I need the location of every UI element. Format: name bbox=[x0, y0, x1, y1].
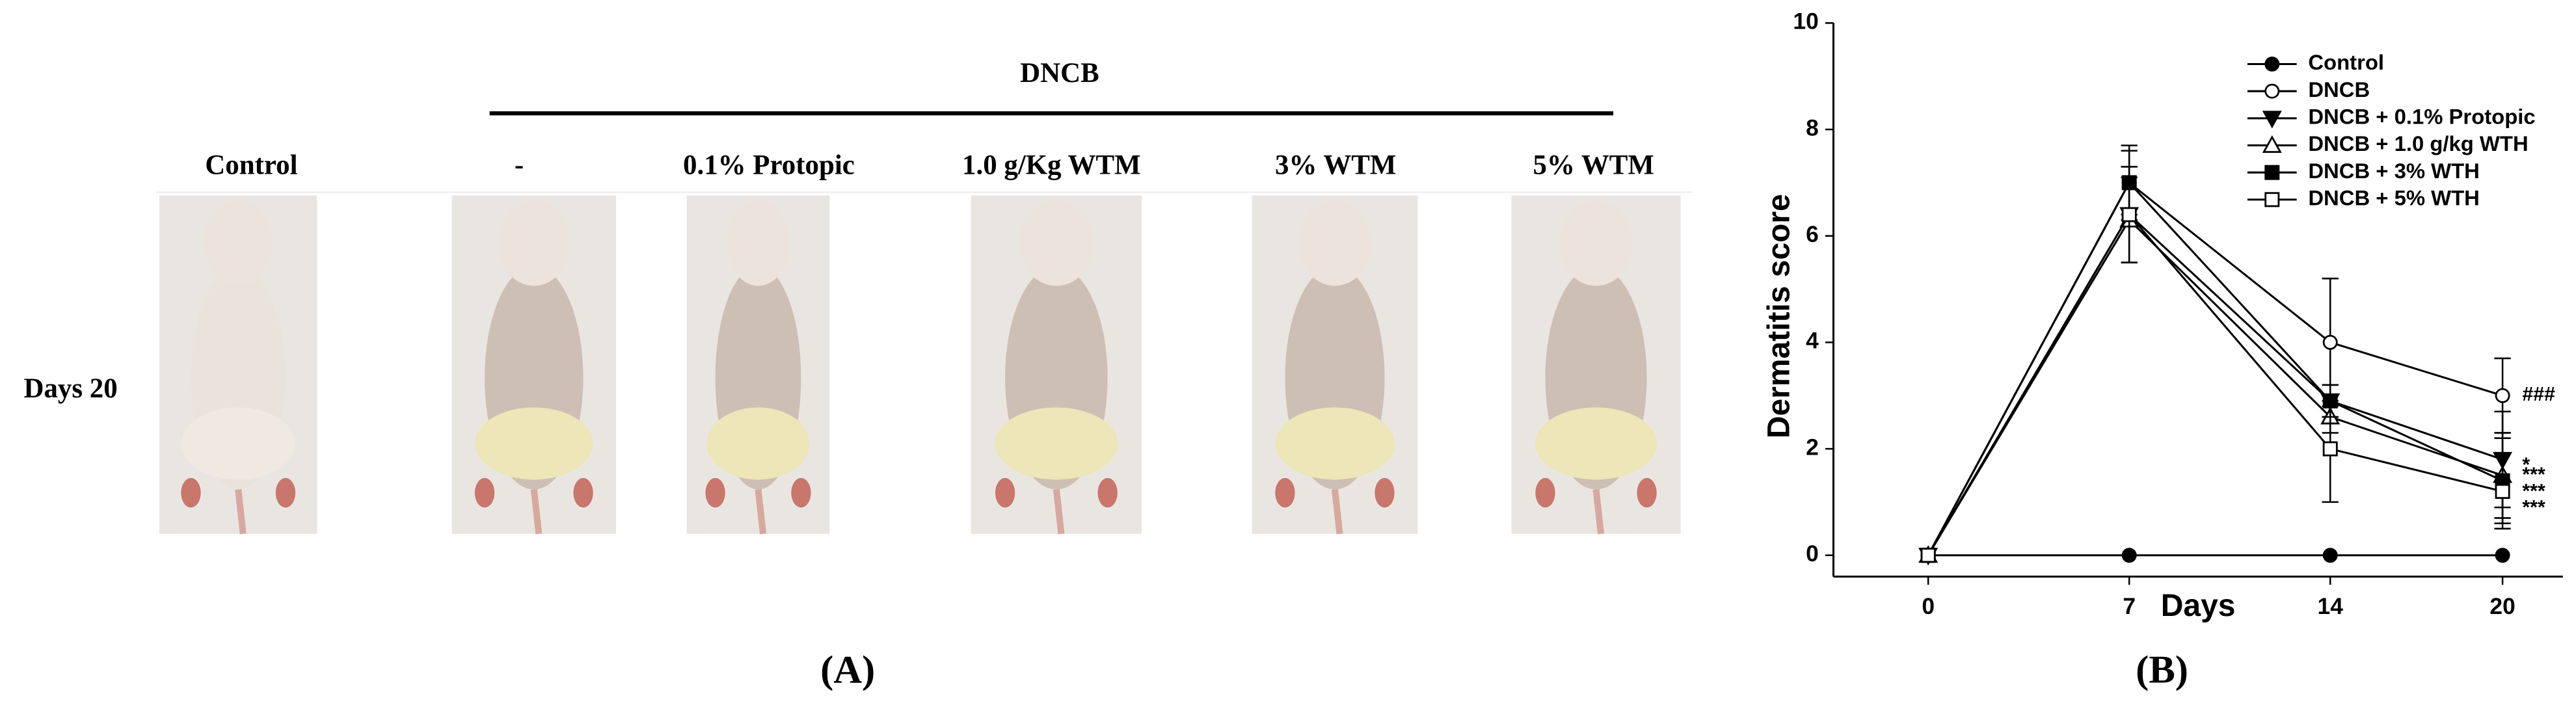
mouse-head bbox=[498, 200, 570, 286]
mouse-tail bbox=[235, 489, 247, 535]
mouse-paw bbox=[1535, 477, 1555, 508]
column-label: Control bbox=[205, 150, 297, 180]
significance-label: * bbox=[2522, 455, 2530, 476]
legend-label: DNCB + 0.1% Protopic bbox=[2308, 105, 2535, 129]
legend-label: DNCB bbox=[2308, 77, 2370, 101]
y-tick-label: 2 bbox=[1806, 434, 1819, 460]
mouse-paw bbox=[573, 477, 593, 508]
column-label: - bbox=[515, 150, 524, 180]
significance-label: *** bbox=[2522, 497, 2545, 518]
photos bbox=[159, 195, 1681, 535]
column-label: 1.0 g/Kg WTM bbox=[962, 150, 1141, 180]
significance-label: *** bbox=[2522, 481, 2545, 502]
legend-marker bbox=[2264, 165, 2280, 180]
series-line bbox=[1927, 213, 2503, 556]
mouse-head bbox=[1019, 200, 1094, 286]
legend-label: DNCB + 1.0 g/kg WTH bbox=[2308, 131, 2528, 155]
point bbox=[2322, 441, 2338, 457]
x-tick-label: 7 bbox=[2123, 594, 2136, 619]
mouse-paw bbox=[791, 477, 811, 508]
mouse-head bbox=[727, 200, 790, 286]
y-tick-label: 10 bbox=[1793, 9, 1818, 34]
mouse-tail bbox=[1331, 489, 1343, 535]
mouse-paw bbox=[181, 477, 201, 508]
point bbox=[2495, 484, 2510, 500]
legend-marker bbox=[2262, 111, 2282, 129]
series-line bbox=[1927, 181, 2503, 556]
y-tick-label: 8 bbox=[1806, 115, 1819, 140]
mouse-tail bbox=[1053, 489, 1065, 535]
legend-label: DNCB + 3% WTH bbox=[2308, 159, 2480, 183]
mouse-paw bbox=[1275, 477, 1295, 508]
significance-label: *** bbox=[2522, 464, 2545, 486]
mouse-paw bbox=[1375, 477, 1395, 508]
legend-marker bbox=[2264, 57, 2280, 72]
point bbox=[2495, 388, 2510, 403]
mouse-paw bbox=[705, 477, 725, 508]
legend-marker bbox=[2262, 135, 2282, 153]
series-line bbox=[1927, 181, 2503, 556]
mouse-fur bbox=[995, 407, 1118, 480]
chart: 0 2 4 6 8 10 0 7 14 20 Days Dermatitis score Control… bbox=[1762, 9, 2563, 623]
series-line bbox=[1927, 218, 2503, 556]
significance-label: ### bbox=[2522, 384, 2555, 405]
group-label: DNCB bbox=[1020, 58, 1099, 88]
mouse-paw bbox=[1637, 477, 1657, 508]
legend-label: DNCB + 5% WTH bbox=[2308, 186, 2480, 210]
x-tick-label: 0 bbox=[1922, 594, 1935, 619]
point bbox=[2495, 548, 2510, 563]
column-label: 3% WTM bbox=[1275, 150, 1396, 180]
mouse-fur bbox=[1275, 407, 1395, 480]
column-label: 5% WTM bbox=[1533, 150, 1654, 180]
y-tick-label: 4 bbox=[1806, 328, 1819, 354]
y-tick-label: 0 bbox=[1806, 541, 1819, 567]
mouse-fur bbox=[181, 407, 295, 480]
mouse-paw bbox=[474, 477, 495, 508]
mouse-head bbox=[203, 200, 273, 286]
mouse-fur bbox=[1535, 407, 1657, 480]
point bbox=[2121, 207, 2137, 222]
legend-marker bbox=[2264, 192, 2280, 207]
mouse-paw bbox=[275, 477, 296, 508]
panel-label: (B) bbox=[2136, 648, 2188, 691]
mouse-tail bbox=[1592, 489, 1605, 535]
mouse-paw bbox=[1097, 477, 1118, 508]
column-label: 0.1% Protopic bbox=[683, 150, 855, 180]
x-tick-label: 14 bbox=[2318, 594, 2344, 619]
mouse-head bbox=[1559, 200, 1633, 286]
x-axis-label: Days bbox=[2161, 589, 2236, 623]
mouse-tail bbox=[755, 489, 767, 535]
mouse-tail bbox=[530, 489, 543, 535]
mouse-fur bbox=[474, 407, 593, 480]
point bbox=[2322, 334, 2338, 350]
y-tick-label: 6 bbox=[1806, 222, 1819, 247]
mouse-head bbox=[1298, 200, 1372, 286]
x-tick-label: 20 bbox=[2489, 594, 2515, 619]
mouse-paw bbox=[995, 477, 1015, 508]
point bbox=[1920, 548, 1936, 563]
point bbox=[2322, 548, 2338, 563]
y-axis-label: Dermatitis score bbox=[1762, 194, 1796, 438]
point bbox=[2121, 548, 2137, 563]
legend-label: Control bbox=[2308, 50, 2384, 74]
legend-marker bbox=[2264, 83, 2280, 99]
series-line bbox=[1927, 213, 2503, 556]
row-label: Days 20 bbox=[23, 373, 117, 404]
panel-label: (A) bbox=[820, 648, 875, 691]
mouse-fur bbox=[706, 407, 810, 480]
